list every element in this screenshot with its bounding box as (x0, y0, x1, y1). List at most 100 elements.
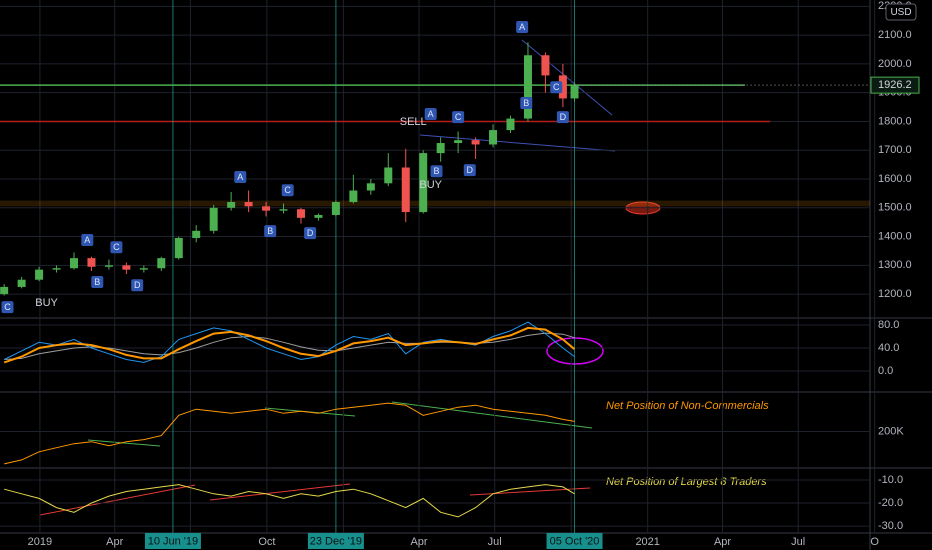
signal-label: BUY (419, 179, 442, 191)
pattern-point-badge (424, 107, 437, 120)
y-tick-label: 1700.0 (878, 144, 912, 156)
candle-body (314, 214, 323, 218)
candle-body (69, 258, 78, 269)
candle-body (104, 265, 113, 267)
x-tick-label: Jul (488, 536, 502, 548)
pattern-point-badge (131, 279, 144, 292)
x-tick-label: Apr (410, 536, 427, 548)
pattern-point-badge (550, 81, 563, 94)
candle-body (436, 143, 445, 154)
candle-body (296, 209, 305, 218)
x-tick-label: 2021 (635, 536, 659, 548)
pattern-point-label: A (237, 172, 243, 182)
y-tick-label: 2000.0 (878, 58, 912, 70)
pattern-point-badge (516, 21, 529, 34)
pattern-point-label: B (433, 166, 439, 176)
pane-title: Net Position of Largest 8 Traders (606, 476, 767, 488)
pattern-point-label: D (560, 112, 567, 122)
candle-body (541, 55, 550, 76)
pattern-point-badge (463, 164, 476, 177)
y-tick-label: 0.0 (878, 365, 893, 377)
pattern-point-label: B (94, 277, 100, 287)
pattern-point-badge (264, 225, 277, 238)
x-tick-label: 2019 (28, 536, 52, 548)
currency-box (885, 3, 917, 21)
candle-body (227, 202, 236, 208)
marker-date-box (144, 533, 201, 549)
signal-label: BUY (35, 297, 58, 309)
pattern-point-badge (452, 111, 465, 124)
y-tick-label: 40.0 (878, 342, 899, 354)
pattern-point-badge (520, 97, 533, 110)
candle-body (244, 202, 253, 207)
x-tick-label: Apr (714, 536, 731, 548)
pattern-point-label: C (113, 242, 120, 252)
pattern-point-badge (304, 227, 317, 240)
pattern-point-badge (1, 301, 14, 314)
series-line (3, 326, 576, 364)
pattern-point-label: A (519, 22, 525, 32)
pattern-point-label: A (428, 109, 434, 119)
y-tick-label: -20.0 (878, 497, 903, 509)
candle-body (570, 85, 579, 99)
currency-label: USD (890, 7, 911, 18)
candle-body (279, 209, 288, 211)
y-tick-label: -30.0 (878, 520, 903, 532)
marker-date-label: 10 Jun '19 (148, 535, 198, 547)
candle-body (384, 167, 393, 184)
y-tick-label: 2100.0 (878, 29, 912, 41)
y-tick-label: 1200.0 (878, 288, 912, 300)
y-tick-label: 80.0 (878, 319, 899, 331)
x-tick-label: Oct (258, 536, 275, 548)
pattern-point-label: D (467, 165, 474, 175)
candle-body (52, 268, 61, 270)
candle-body (139, 268, 148, 270)
y-tick-label: 1800.0 (878, 115, 912, 127)
trend-line (521, 39, 613, 116)
y-tick-label: 200K (878, 425, 904, 437)
candle-body (192, 230, 201, 238)
x-tick-label: Jul (791, 536, 805, 548)
candle-body (523, 55, 532, 119)
candle-body (17, 279, 26, 287)
pattern-point-label: B (523, 98, 529, 108)
marker-date-label: 23 Dec '19 (310, 535, 362, 547)
pattern-point-badge (281, 184, 294, 197)
pattern-point-label: A (84, 235, 90, 245)
trend-line (391, 401, 593, 429)
pattern-point-badge (91, 276, 104, 289)
pattern-point-label: C (4, 302, 11, 312)
y-tick-label: -10.0 (878, 474, 903, 486)
x-tick-label: Apr (106, 536, 123, 548)
candle-body (209, 207, 218, 231)
last-price-label: 1926.2 (878, 79, 912, 91)
candle-body (331, 202, 340, 215)
candle-body (558, 75, 567, 99)
pattern-point-badge (556, 111, 569, 124)
pattern-point-label: C (455, 112, 462, 122)
pattern-point-badge (234, 170, 247, 183)
candle-body (454, 140, 463, 144)
pattern-point-label: C (553, 82, 560, 92)
pattern-point-badge (110, 241, 123, 254)
x-tick-label: O (870, 536, 879, 548)
pane-title: Net Position of Non-Commercials (606, 400, 769, 412)
pattern-point-label: D (307, 228, 314, 238)
candle-body (489, 130, 498, 145)
candle-body (401, 167, 410, 213)
marker-date-box (307, 533, 364, 549)
candle-body (349, 190, 358, 203)
price-zone (0, 200, 870, 207)
marker-date-label: 05 Oct '20 (550, 535, 600, 547)
candle-body (262, 206, 271, 211)
pattern-point-badge (81, 234, 94, 247)
marker-date-box (546, 533, 603, 549)
pattern-point-badge (430, 165, 443, 178)
series-line (4, 484, 575, 518)
candle-body (366, 183, 375, 191)
candle-body (506, 118, 515, 131)
y-tick-label: 1500.0 (878, 202, 912, 214)
